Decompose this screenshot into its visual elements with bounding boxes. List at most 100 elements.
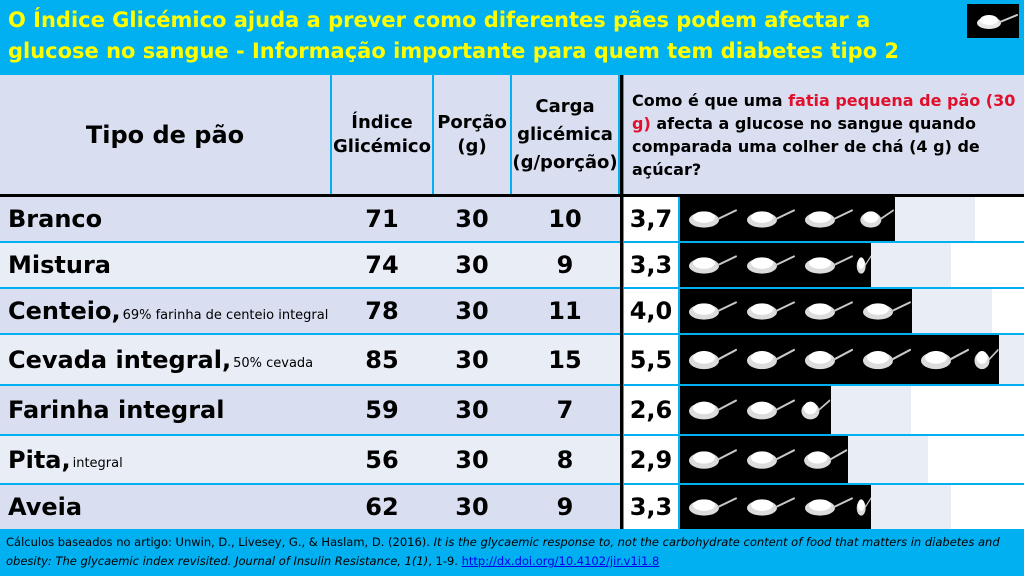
- page-title: O Índice Glicémico ajuda a prever como d…: [8, 8, 900, 63]
- teaspoon-icon: [680, 386, 738, 434]
- column-header-type: Tipo de pão: [0, 75, 330, 194]
- header: O Índice Glicémico ajuda a prever como d…: [0, 0, 1024, 75]
- teaspoon-bar: [680, 436, 1024, 483]
- glycemic-table: Tipo de pão Índice Glicémico Porção (g) Ca…: [0, 75, 1024, 529]
- glycemic-load-value: 9: [556, 251, 574, 279]
- reference-title: It is the glycaemic response to, not the…: [6, 535, 1000, 568]
- gl-header-line3: (g/porção): [512, 151, 618, 173]
- portion-value: 30: [455, 396, 489, 424]
- portion-header-line1: Porção: [437, 111, 507, 133]
- teaspoon-ratio: 3,3: [624, 485, 678, 529]
- teaspoon-icon: [912, 335, 970, 384]
- portion-value: 30: [455, 251, 489, 279]
- teaspoon-icon: [796, 386, 831, 434]
- glycemic-index-value: 56: [365, 445, 399, 474]
- table-row: Cevada integral, 50% cevada 85 30 15 5,5: [0, 335, 1024, 384]
- bread-detail: integral: [72, 456, 123, 471]
- bread-type: Branco: [0, 197, 330, 241]
- bread-type: Cevada integral, 50% cevada: [0, 335, 330, 384]
- teaspoon-icon: [738, 289, 796, 333]
- row-background: [0, 197, 620, 241]
- reference-prefix: Cálculos baseados no artigo: Unwin, D., …: [6, 535, 434, 549]
- teaspoon-icon: [738, 386, 796, 434]
- teaspoon-ratio: 3,3: [624, 243, 678, 287]
- glycemic-index-value: 78: [365, 297, 399, 325]
- teaspoon-icon: [738, 197, 796, 241]
- glycemic-load-value: 11: [548, 297, 582, 325]
- bread-type: Pita, integral: [0, 436, 330, 483]
- footer: Cálculos baseados no artigo: Unwin, D., …: [0, 529, 1024, 576]
- table-row: Centeio, 69% farinha de centeio integral 7…: [0, 289, 1024, 333]
- glycemic-load-value: 10: [548, 205, 582, 233]
- teaspoon-icon: [796, 335, 854, 384]
- glycemic-load-value: 9: [556, 493, 574, 521]
- row-background: [0, 335, 620, 384]
- teaspoon-bar: [680, 197, 1024, 241]
- teaspoon-icon: [854, 485, 872, 529]
- bread-name: Mistura: [8, 251, 111, 279]
- teaspoon-ratio: 2,6: [624, 386, 678, 434]
- teaspoon-ratio: 4,0: [624, 289, 678, 333]
- teaspoon-icon: [970, 335, 999, 384]
- portion-value: 30: [455, 493, 489, 521]
- teaspoon-icon: [854, 197, 895, 241]
- teaspoon-bar: [680, 485, 1024, 529]
- bread-type: Mistura: [0, 243, 330, 287]
- glycemic-load-value: 8: [556, 445, 574, 474]
- sugar-spoon-icon: [967, 4, 1019, 38]
- teaspoon-icon: [796, 289, 854, 333]
- column-header-question: Como é que uma fatia pequena de pão (30 …: [624, 75, 1024, 194]
- glycemic-index-value: 59: [365, 396, 399, 424]
- teaspoon-bar: [680, 243, 1024, 287]
- teaspoon-icon: [796, 436, 849, 483]
- portion-value: 30: [455, 297, 489, 325]
- teaspoon-bar: [680, 335, 1024, 384]
- bread-detail: 69% farinha de centeio integral: [122, 307, 329, 323]
- teaspoon-icon: [680, 289, 738, 333]
- table-row: Pita, integral 56 30 8 2,9: [0, 436, 1024, 483]
- bread-name: Branco: [8, 205, 103, 233]
- bread-name: Centeio,: [8, 297, 121, 325]
- teaspoon-bar: [680, 386, 1024, 434]
- teaspoon-ratio: 5,5: [624, 335, 678, 384]
- header-divider: [0, 194, 1024, 197]
- bar-remainder: [894, 197, 975, 241]
- portion-value: 30: [455, 205, 489, 233]
- teaspoon-icon: [738, 436, 796, 483]
- teaspoon-icon: [680, 485, 738, 529]
- column-divider: [620, 75, 623, 529]
- reference-citation: Cálculos baseados no artigo: Unwin, D., …: [6, 533, 1016, 571]
- bread-type: Farinha integral: [0, 386, 330, 434]
- teaspoon-ratio: 2,9: [624, 436, 678, 483]
- teaspoon-icon: [738, 485, 796, 529]
- teaspoon-icon: [854, 335, 912, 384]
- glycemic-index-value: 85: [365, 345, 399, 374]
- bar-remainder: [848, 436, 929, 483]
- table-row: Mistura 74 30 9 3,3: [0, 243, 1024, 287]
- bar-remainder: [871, 243, 952, 287]
- bread-name: Cevada integral,: [8, 345, 232, 374]
- table-row: Farinha integral 59 30 7 2,6: [0, 386, 1024, 434]
- teaspoon-ratio: 3,7: [624, 197, 678, 241]
- glycemic-index-value: 74: [365, 251, 399, 279]
- teaspoon-icon: [796, 485, 854, 529]
- glycemic-index-value: 71: [365, 205, 399, 233]
- column-header-glycemic-index: Índice Glicémico: [332, 75, 432, 194]
- teaspoon-icon: [796, 197, 854, 241]
- teaspoon-icon: [680, 436, 738, 483]
- teaspoon-icon: [738, 335, 796, 384]
- reference-link[interactable]: http://dx.doi.org/10.4102/jir.v1i1.8: [461, 554, 660, 568]
- table-row: Branco 71 30 10 3,7: [0, 197, 1024, 241]
- teaspoon-icon: [680, 197, 738, 241]
- bread-detail: 50% cevada: [233, 356, 314, 371]
- teaspoon-icon: [854, 243, 872, 287]
- bread-name: Pita,: [8, 445, 71, 474]
- row-background: [0, 436, 620, 483]
- reference-suffix: , 1-9.: [428, 554, 462, 568]
- bread-name: Farinha integral: [8, 396, 225, 424]
- portion-header-line2: (g): [457, 135, 487, 157]
- row-background: [0, 289, 620, 333]
- bread-name: Aveia: [8, 493, 83, 521]
- question-text-pre: Como é que uma: [632, 90, 789, 110]
- table-row: Aveia 62 30 9 3,3: [0, 485, 1024, 529]
